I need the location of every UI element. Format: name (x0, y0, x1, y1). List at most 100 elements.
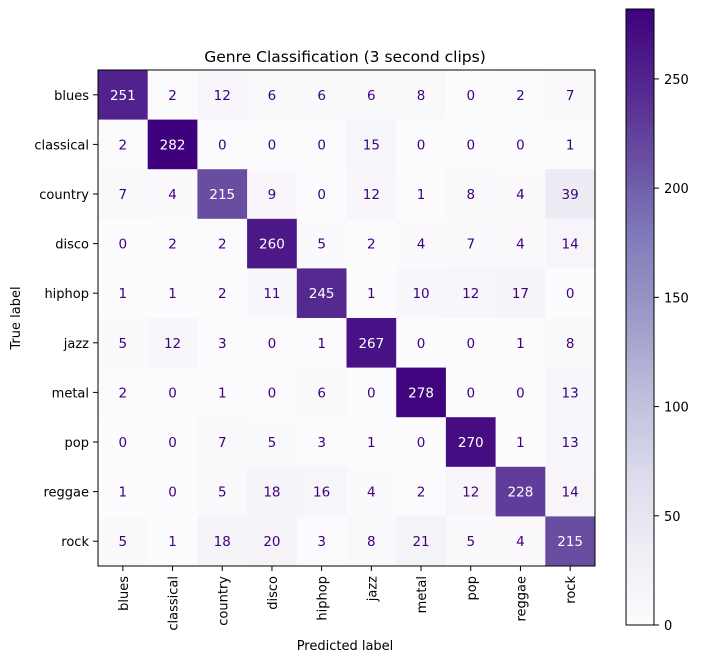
heatmap-cell-label: 0 (268, 336, 277, 352)
heatmap-cell-label: 12 (462, 286, 479, 302)
heatmap-cell-label: 2 (516, 88, 525, 104)
heatmap-cell-label: 2 (168, 237, 177, 253)
heatmap-cell-reggae-pop (445, 466, 497, 517)
heatmap-cell-rock-classical (147, 516, 198, 567)
heatmap-cell-label: 12 (462, 485, 479, 501)
heatmap-cell-label: 6 (317, 88, 326, 104)
heatmap-cell-label: 0 (119, 435, 128, 451)
heatmap-cell-label: 15 (363, 137, 380, 153)
heatmap-cell-label: 3 (317, 435, 326, 451)
heatmap-cell-classical-blues (98, 119, 149, 170)
heatmap-cell-label: 215 (209, 187, 235, 203)
heatmap-cell-label: 0 (317, 187, 326, 203)
heatmap-cell-label: 21 (412, 534, 429, 550)
heatmap-cell-rock-disco (247, 516, 298, 567)
heatmap-cell-jazz-rock (545, 318, 596, 369)
heatmap-cell-pop-country (197, 417, 248, 468)
heatmap-cell-country-metal (396, 169, 447, 220)
heatmap-cell-label: 6 (367, 88, 376, 104)
heatmap-cell-label: 0 (417, 435, 426, 451)
heatmap-cell-classical-jazz (346, 119, 397, 170)
heatmap-cell-metal-disco (247, 367, 298, 418)
heatmap-cell-label: 282 (160, 137, 186, 153)
heatmap-cell-label: 5 (466, 534, 475, 550)
colorbar-ticks: 0 50 100 150 200 250 (654, 73, 689, 634)
heatmap-cell-country-blues (98, 169, 149, 220)
x-tick-label: blues (117, 576, 132, 611)
heatmap-cell-pop-disco (247, 417, 298, 468)
heatmap-cell-disco-hiphop (296, 218, 347, 269)
heatmap-cell-rock-blues (98, 516, 149, 567)
heatmap-cell-label: 0 (268, 137, 277, 153)
heatmap-cell-classical-metal (396, 119, 447, 170)
heatmap-cell-jazz-hiphop (296, 318, 347, 369)
heatmap-cell-label: 0 (168, 385, 177, 401)
heatmap-cell-reggae-blues (98, 466, 149, 517)
heatmap-cell-label: 0 (417, 137, 426, 153)
heatmap-cell-label: 4 (417, 237, 426, 253)
heatmap-cell-blues-rock (545, 70, 596, 121)
y-tick-label: classical (34, 138, 89, 153)
heatmap-cell-label: 11 (263, 286, 280, 302)
y-tick-label: jazz (63, 337, 89, 352)
heatmap-cell-label: 6 (268, 88, 277, 104)
heatmap-cell-label: 1 (417, 187, 426, 203)
heatmap-cell-label: 1 (119, 286, 128, 302)
heatmap-cell-label: 18 (263, 485, 280, 501)
heatmap-cell-hiphop-metal (396, 268, 447, 319)
heatmap-cell-reggae-metal (396, 466, 447, 517)
heatmap-cell-pop-hiphop (296, 417, 347, 468)
heatmap-cell-label: 0 (218, 137, 227, 153)
heatmap-cell-label: 270 (458, 435, 484, 451)
heatmap-cell-label: 0 (417, 336, 426, 352)
heatmap-cell-label: 2 (218, 286, 227, 302)
heatmap-cell-rock-rock (545, 516, 596, 567)
heatmap-cell-label: 5 (119, 336, 128, 352)
heatmap-cell-jazz-blues (98, 318, 149, 369)
x-tick-label: metal (415, 576, 430, 613)
heatmap-cell-label: 4 (516, 237, 525, 253)
heatmap-cell-metal-country (197, 367, 248, 418)
heatmap-cell-jazz-classical (147, 318, 198, 369)
heatmap-cell-label: 1 (168, 286, 177, 302)
heatmap-cell-label: 9 (268, 187, 277, 203)
heatmap-cell-label: 278 (408, 385, 434, 401)
heatmap-cell-label: 20 (263, 534, 280, 550)
heatmap-cell-label: 8 (466, 187, 475, 203)
heatmap-cell-label: 3 (317, 534, 326, 550)
heatmap-cell-country-disco (247, 169, 298, 220)
heatmap-cell-label: 12 (214, 88, 231, 104)
heatmap-cell-classical-classical (147, 119, 198, 170)
heatmap-cell-label: 245 (309, 286, 335, 302)
heatmap-cell-label: 1 (367, 435, 376, 451)
heatmap-cell-label: 0 (168, 485, 177, 501)
heatmap-cell-label: 5 (317, 237, 326, 253)
heatmap-cell-label: 39 (562, 187, 579, 203)
heatmap-cell-label: 228 (508, 485, 534, 501)
y-tick-label: rock (61, 535, 89, 550)
heatmap-cell-label: 13 (562, 385, 579, 401)
heatmap-cell-pop-reggae (495, 417, 546, 468)
heatmap-cell-label: 7 (119, 187, 128, 203)
heatmap-cell-label: 0 (516, 385, 525, 401)
heatmap-cell-classical-reggae (495, 119, 546, 170)
y-tick-label: pop (65, 436, 89, 451)
heatmap-cell-pop-blues (98, 417, 149, 468)
heatmap-cell-disco-rock (545, 218, 596, 269)
heatmap-cell-metal-classical (147, 367, 198, 418)
heatmap-cell-label: 4 (168, 187, 177, 203)
colorbar-tick-label: 200 (664, 182, 689, 197)
y-tick-label: metal (52, 386, 89, 401)
heatmap-cell-disco-pop (445, 218, 497, 269)
heatmap-cell-disco-disco (247, 218, 298, 269)
x-tick-label: jazz (365, 576, 380, 602)
heatmap-cell-blues-jazz (346, 70, 397, 121)
plot-frame (97, 69, 596, 567)
heatmap-cell-hiphop-disco (247, 268, 298, 319)
heatmap-cell-hiphop-jazz (346, 268, 397, 319)
heatmap-cell-label: 8 (566, 336, 575, 352)
heatmap-cell-label: 8 (417, 88, 426, 104)
heatmap-cell-blues-disco (247, 70, 298, 121)
colorbar-tick-label: 150 (664, 291, 689, 306)
heatmap-cell-label: 0 (466, 88, 475, 104)
